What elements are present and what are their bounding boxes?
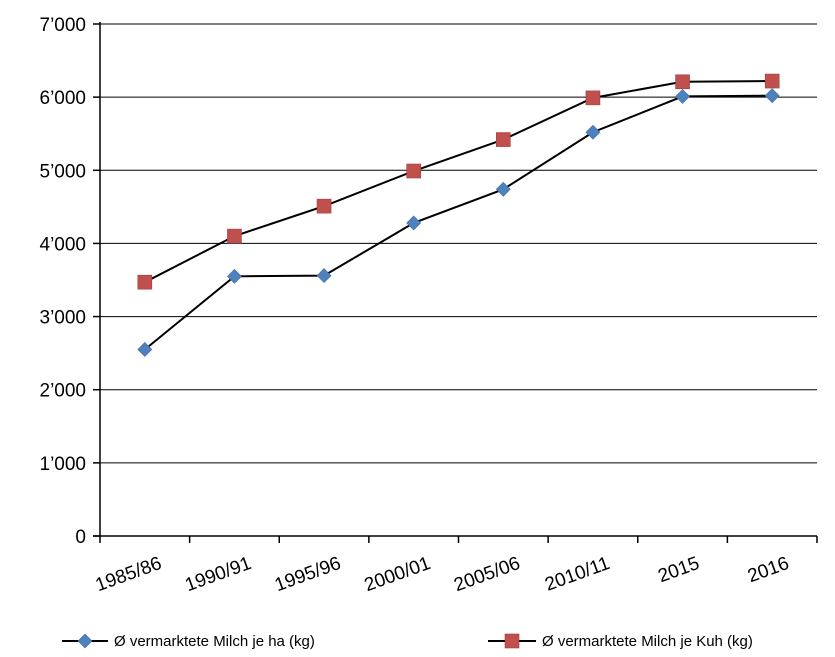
legend-label-1: Ø vermarktete Milch je Kuh (kg)	[542, 633, 753, 650]
data-point-1-7	[764, 73, 780, 89]
data-point-1-4	[496, 132, 511, 147]
y-tick-labels: 0 1’000 2’000 3’000 4’000 5’000 6’000 7’000	[40, 15, 87, 548]
data-point-0-2	[316, 268, 332, 284]
series-line-1	[144, 80, 773, 284]
data-point-0-6	[675, 88, 690, 104]
y-tick-label-0: 0	[75, 527, 86, 548]
data-point-0-1	[227, 268, 242, 284]
data-point-0-0	[137, 342, 153, 357]
x-tick-label-3: 2000/01	[362, 553, 434, 596]
legend-item-0: Ø vermarktete Milch je ha (kg)	[62, 633, 315, 650]
data-point-0-5	[585, 124, 601, 140]
data-point-1-2	[316, 198, 332, 214]
data-point-1-6	[675, 74, 690, 90]
x-tick-labels: 1985/86 1990/91 1995/96 2000/01 2005/06 2010/…	[93, 553, 792, 596]
series-line-0	[144, 94, 773, 351]
gridlines	[100, 23, 817, 464]
y-tick-label-1: 1’000	[40, 454, 87, 475]
series-1	[137, 73, 780, 290]
data-point-0-3	[406, 215, 422, 231]
legend-marker-0	[77, 633, 93, 649]
data-point-1-0	[137, 274, 153, 290]
y-tick-label-4: 4’000	[40, 234, 87, 255]
x-tick-label-5: 2010/11	[542, 553, 612, 596]
series-group	[137, 73, 780, 357]
x-tick-label-1: 1990/91	[182, 553, 254, 596]
legend: Ø vermarktete Milch je ha (kg) Ø vermarkt…	[62, 633, 753, 650]
data-point-1-3	[406, 163, 421, 179]
x-tick-label-7: 2016	[745, 553, 792, 587]
data-point-0-4	[495, 181, 511, 197]
x-tick-label-4: 2005/06	[451, 553, 523, 596]
y-tick-label-6: 6’000	[40, 88, 87, 109]
series-0	[137, 88, 780, 357]
legend-label-0: Ø vermarktete Milch je ha (kg)	[114, 633, 315, 650]
y-tick-label-3: 3’000	[40, 308, 87, 329]
y-tick-label-2: 2’000	[40, 381, 87, 402]
legend-item-1: Ø vermarktete Milch je Kuh (kg)	[488, 633, 753, 650]
data-point-1-1	[227, 228, 242, 244]
axes	[93, 22, 818, 543]
x-tick-label-2: 1995/96	[272, 553, 344, 596]
data-point-1-5	[585, 90, 601, 106]
x-tick-label-0: 1985/86	[93, 553, 165, 596]
y-tick-label-7: 7’000	[40, 15, 87, 36]
x-tick-label-6: 2015	[655, 553, 702, 587]
data-point-0-7	[764, 88, 780, 104]
legend-marker-1	[504, 633, 520, 649]
y-tick-label-5: 5’000	[40, 161, 87, 182]
